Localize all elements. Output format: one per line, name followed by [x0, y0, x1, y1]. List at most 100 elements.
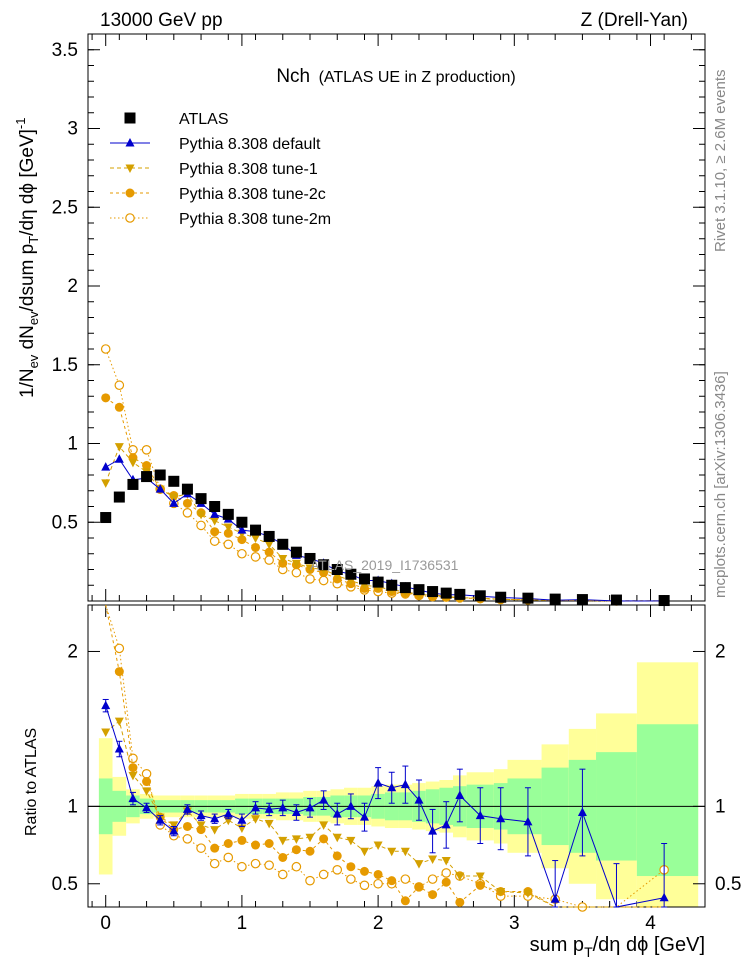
data-point	[223, 523, 233, 532]
data-point	[264, 555, 274, 565]
data-point	[155, 484, 165, 493]
data-point	[128, 458, 138, 468]
ratio-point	[659, 892, 669, 902]
ratio-point	[414, 795, 424, 804]
data-point	[114, 402, 124, 412]
data-point	[210, 517, 220, 526]
ratio-point	[291, 807, 301, 817]
legend-label: Pythia 8.308 tune-2m	[179, 211, 331, 228]
ratio-point	[346, 801, 356, 810]
ratio-point	[400, 874, 411, 884]
ratio-y-tick-label: 1	[67, 796, 78, 817]
ratio-point	[400, 896, 410, 906]
ratio-point	[475, 872, 485, 882]
data-point	[250, 524, 262, 536]
data-point	[210, 509, 220, 518]
ratio-point	[210, 813, 220, 823]
ratio-point	[237, 861, 247, 872]
data-point	[305, 574, 315, 584]
ratio-point	[318, 869, 329, 880]
data-point	[182, 498, 192, 508]
data-point	[209, 501, 221, 512]
ratio-y-tick-label-right: 2	[715, 641, 726, 662]
ratio-point	[291, 845, 301, 855]
data-point	[278, 554, 288, 564]
data-point	[304, 552, 316, 564]
ratio-point	[577, 807, 587, 817]
ratio-point	[400, 847, 410, 857]
analysis-label: ATLAS_2019_I1736531	[310, 557, 459, 573]
ratio-point	[496, 888, 506, 897]
ratio-point	[142, 787, 152, 796]
data-point	[427, 586, 439, 598]
x-axis-label: sum pT/dη dϕ [GeV]	[530, 934, 705, 960]
ratio-point	[237, 835, 247, 845]
series-line	[105, 348, 665, 602]
data-point	[277, 538, 289, 550]
ratio-point	[346, 874, 356, 884]
ratio-point	[128, 753, 138, 764]
data-point	[100, 344, 111, 354]
y-tick-label: 1	[67, 434, 78, 455]
ratio-point	[237, 815, 247, 824]
series-1	[101, 454, 669, 605]
x-tick-label: 3	[509, 913, 520, 934]
ratio-point	[332, 833, 342, 843]
ratio-plot-frame	[87, 604, 706, 908]
plot-title-main: Nch	[276, 66, 310, 87]
y-axis-label: 1/Nev dNev/dsum pT/dη dϕ [GeV]-1	[13, 118, 41, 399]
ratio-point	[223, 809, 233, 818]
data-point	[318, 559, 330, 571]
ratio-point	[332, 851, 342, 861]
data-point	[658, 595, 670, 607]
ratio-point	[359, 812, 369, 821]
ratio-point	[209, 858, 220, 869]
ratio-point	[250, 858, 261, 869]
y-tick-label: 1.5	[52, 355, 78, 376]
ratio-y-tick-label: 0.5	[52, 874, 78, 895]
data-point	[113, 491, 125, 503]
y-tick-label: 3.5	[52, 40, 78, 61]
data-point	[141, 471, 153, 483]
data-point	[358, 573, 370, 585]
data-point	[181, 483, 193, 495]
ratio-point	[387, 782, 397, 792]
data-point	[474, 590, 486, 602]
data-point	[195, 493, 207, 505]
data-point	[168, 475, 180, 487]
ratio-point	[332, 809, 342, 818]
data-point	[169, 498, 179, 507]
ratio-point	[291, 861, 302, 872]
y-tick-label: 0.5	[52, 512, 78, 533]
data-point	[100, 512, 112, 524]
ratio-series-line	[105, 720, 665, 908]
legend-marker	[124, 112, 136, 124]
ratio-point	[428, 890, 438, 900]
ratio-point	[114, 643, 125, 654]
data-point	[440, 587, 452, 599]
series-line	[105, 397, 665, 602]
ratio-point	[128, 763, 138, 773]
ratio-point	[223, 852, 234, 863]
data-point	[114, 443, 124, 452]
ratio-series-1	[101, 698, 669, 908]
x-tick-label: 2	[373, 913, 384, 934]
data-point	[290, 546, 302, 558]
series-2	[101, 443, 669, 606]
ratio-point	[427, 874, 438, 884]
legend-label: ATLAS	[179, 111, 229, 128]
ratio-point	[155, 815, 165, 824]
data-point	[236, 516, 248, 528]
legend-label: Pythia 8.308 tune-1	[179, 161, 318, 178]
ratio-point	[278, 836, 288, 846]
main-plot-panel: 0.5 1 1.5 2 2.5 3 3.5	[52, 33, 706, 907]
data-point	[522, 592, 534, 604]
ratio-point	[182, 834, 193, 844]
ratio-point	[182, 804, 192, 813]
ratio-point	[441, 857, 451, 866]
ratio-point	[359, 847, 369, 857]
ratio-series-line	[105, 604, 665, 908]
ratio-point	[277, 869, 288, 880]
ratio-point	[128, 771, 138, 781]
ratio-point	[196, 810, 206, 820]
